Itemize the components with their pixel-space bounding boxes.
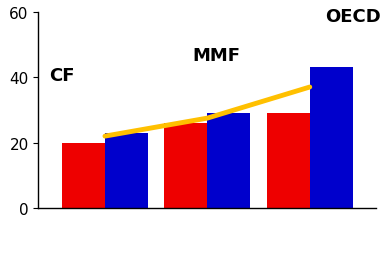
Bar — [310, 68, 353, 208]
Text: MMF: MMF — [192, 47, 240, 65]
Bar — [105, 133, 148, 208]
Bar — [164, 123, 207, 208]
Text: OECD: OECD — [325, 8, 381, 26]
Bar — [267, 114, 310, 208]
Bar — [62, 143, 105, 208]
Legend: HDP, Inflace, Celkem: HDP, Inflace, Celkem — [81, 251, 334, 254]
Bar — [207, 114, 250, 208]
Text: CF: CF — [49, 67, 74, 84]
